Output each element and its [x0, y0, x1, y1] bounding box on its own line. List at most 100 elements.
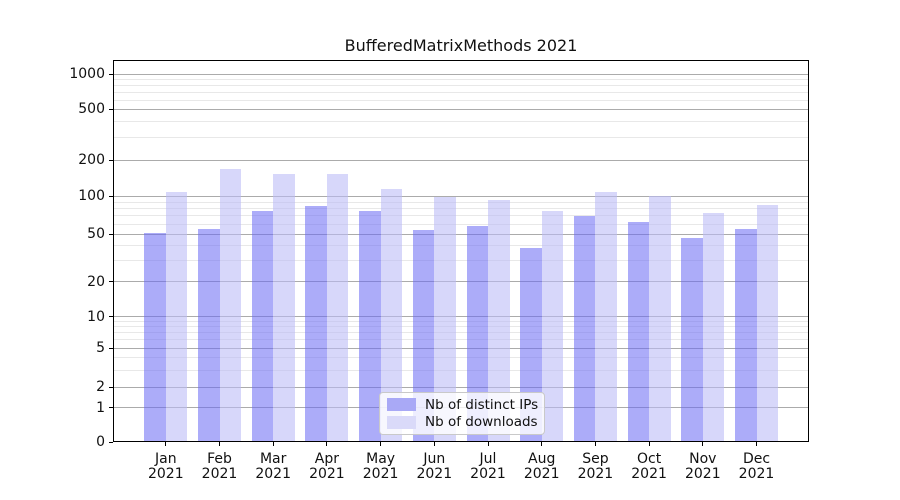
gridline-minor-800	[113, 84, 809, 86]
bar-downloads-aug	[541, 210, 564, 441]
x-tick-year: 2021	[309, 466, 345, 482]
x-tick-mark-may	[380, 442, 382, 446]
x-tick-label-sep: Sep 2021	[560, 452, 630, 482]
gridline-major-1000	[113, 73, 809, 75]
bar-downloads-jan	[165, 192, 188, 441]
x-tick-label-dec: Dec 2021	[722, 452, 792, 482]
bar-ips-nov	[681, 238, 703, 441]
gridline-minor-3	[113, 369, 809, 371]
y-tick-label-10: 10	[87, 308, 105, 325]
y-tick-mark-0	[109, 441, 113, 443]
x-tick-label-may: May 2021	[346, 452, 416, 482]
gridline-minor-600	[113, 99, 809, 101]
x-tick-year: 2021	[684, 466, 721, 482]
gridline-major-100	[113, 195, 809, 197]
gridline-minor-6	[113, 339, 809, 341]
gridline-minor-7	[113, 332, 809, 334]
gridline-minor-300	[113, 137, 809, 139]
gridline-major-500	[113, 108, 809, 110]
x-tick-year: 2021	[577, 466, 614, 482]
bar-ips-mar	[251, 210, 274, 441]
bar-ips-jul	[466, 225, 488, 441]
gridline-major-5	[113, 347, 809, 349]
x-tick-mark-sep	[594, 442, 596, 446]
legend-swatch-ips-icon	[387, 398, 416, 412]
y-tick-label-20: 20	[87, 273, 105, 290]
x-tick-mark-dec	[756, 442, 757, 446]
y-tick-label-1000: 1000	[69, 66, 105, 82]
gridline-minor-60	[113, 223, 809, 225]
x-tick-year: 2021	[147, 466, 184, 482]
x-tick-month: May	[366, 451, 396, 467]
x-tick-month: Dec	[742, 451, 771, 467]
gridline-minor-70	[113, 215, 809, 217]
bar-ips-dec	[735, 228, 757, 441]
x-tick-month: Jul	[479, 451, 497, 467]
y-tick-label-1: 1	[96, 399, 105, 416]
gridline-major-200	[113, 159, 809, 161]
y-tick-label-5: 5	[96, 340, 105, 357]
y-tick-mark-2	[109, 386, 113, 388]
legend-swatch-downloads-icon	[387, 415, 416, 429]
bar-ips-jun	[412, 229, 435, 441]
x-tick-label-jun: Jun 2021	[399, 452, 469, 482]
y-tick-mark-100	[109, 195, 113, 197]
x-tick-month: Apr	[314, 451, 339, 467]
bar-downloads-feb	[219, 168, 241, 441]
y-tick-label-0: 0	[96, 434, 105, 450]
y-tick-mark-500	[109, 108, 113, 110]
x-tick-mark-oct	[648, 442, 650, 446]
bar-downloads-oct	[649, 196, 671, 441]
bar-ips-apr	[305, 205, 327, 441]
legend-label-downloads: Nb of downloads	[425, 414, 538, 431]
legend-label-distinct-ips: Nb of distinct IPs	[425, 396, 539, 413]
bar-downloads-apr	[326, 173, 349, 441]
x-tick-year: 2021	[201, 466, 238, 482]
bar-ips-sep	[573, 216, 596, 441]
y-tick-label-200: 200	[78, 152, 105, 168]
x-tick-mark-mar	[272, 442, 274, 446]
x-tick-month: Jan	[155, 451, 177, 467]
bar-downloads-jun	[434, 197, 456, 441]
gridline-major-10	[113, 316, 809, 318]
gridline-minor-700	[113, 91, 809, 93]
x-tick-year: 2021	[255, 466, 291, 482]
x-tick-year: 2021	[738, 466, 775, 482]
x-tick-mark-jan	[165, 442, 167, 446]
x-tick-year: 2021	[470, 466, 506, 482]
legend-item-distinct-ips: Nb of distinct IPs	[387, 396, 539, 413]
gridline-minor-900	[113, 78, 809, 80]
x-tick-month: Aug	[528, 451, 556, 467]
bar-ips-oct	[627, 222, 650, 441]
bar-downloads-dec	[756, 205, 778, 441]
x-tick-month: Mar	[259, 451, 287, 467]
bar-downloads-jul	[488, 200, 510, 441]
gridline-minor-400	[113, 121, 809, 123]
gridline-major-2	[113, 386, 809, 388]
gridline-minor-4	[113, 357, 809, 359]
gridline-minor-30	[113, 260, 809, 262]
x-tick-mark-feb	[219, 442, 220, 446]
y-tick-label-50: 50	[87, 226, 105, 242]
gridline-minor-80	[113, 207, 809, 209]
gridline-major-50	[113, 233, 809, 235]
x-tick-label-oct: Oct 2021	[614, 452, 684, 482]
y-tick-label-2: 2	[96, 379, 105, 396]
gridline-minor-8	[113, 326, 809, 328]
x-tick-year: 2021	[362, 466, 399, 482]
bar-ips-jan	[144, 232, 166, 441]
x-tick-mark-aug	[541, 442, 543, 446]
bar-ips-feb	[198, 228, 220, 441]
x-tick-month: Oct	[636, 451, 662, 467]
x-tick-label-jul: Jul 2021	[453, 452, 523, 482]
x-tick-month: Sep	[582, 451, 609, 467]
x-tick-label-jan: Jan 2021	[131, 452, 201, 482]
x-tick-month: Feb	[207, 451, 232, 467]
x-tick-mark-apr	[326, 442, 328, 446]
bar-downloads-nov	[702, 212, 725, 441]
x-tick-month: Nov	[689, 451, 717, 467]
bar-downloads-sep	[595, 192, 617, 441]
chart-title: BufferedMatrixMethods 2021	[344, 36, 578, 55]
gridline-major-20	[113, 281, 809, 283]
